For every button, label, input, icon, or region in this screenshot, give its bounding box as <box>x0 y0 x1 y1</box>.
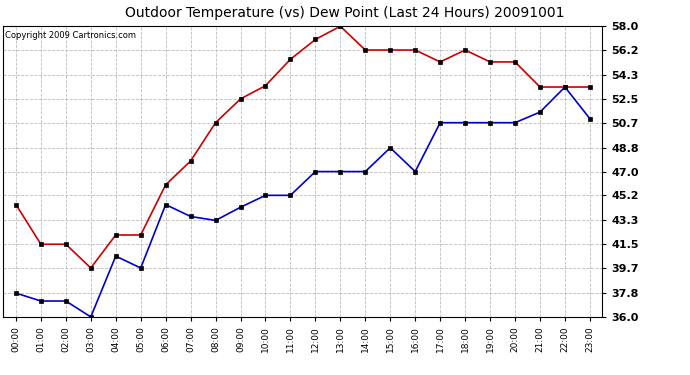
Text: Copyright 2009 Cartronics.com: Copyright 2009 Cartronics.com <box>5 31 136 40</box>
Text: Outdoor Temperature (vs) Dew Point (Last 24 Hours) 20091001: Outdoor Temperature (vs) Dew Point (Last… <box>126 6 564 20</box>
